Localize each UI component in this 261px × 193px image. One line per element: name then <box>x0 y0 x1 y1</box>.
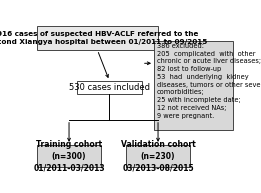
Bar <box>77 81 142 95</box>
Text: Training cohort
(n=300)
01/2011-03/2013: Training cohort (n=300) 01/2011-03/2013 <box>33 140 105 173</box>
Text: 530 cases included: 530 cases included <box>69 83 150 92</box>
Bar <box>37 145 101 167</box>
Bar <box>126 145 191 167</box>
Bar <box>37 26 158 50</box>
Text: 386 excluded:
205  complicated  with  other
chronic or acute liver diseases;
82 : 386 excluded: 205 complicated with other… <box>157 43 261 119</box>
Bar <box>154 41 233 130</box>
Text: Validation cohort
(n=230)
03/2013-08/2015: Validation cohort (n=230) 03/2013-08/201… <box>121 140 195 173</box>
Text: 916 cases of suspected HBV-ACLF referred to the
second Xiangya hospital between : 916 cases of suspected HBV-ACLF referred… <box>0 31 207 45</box>
